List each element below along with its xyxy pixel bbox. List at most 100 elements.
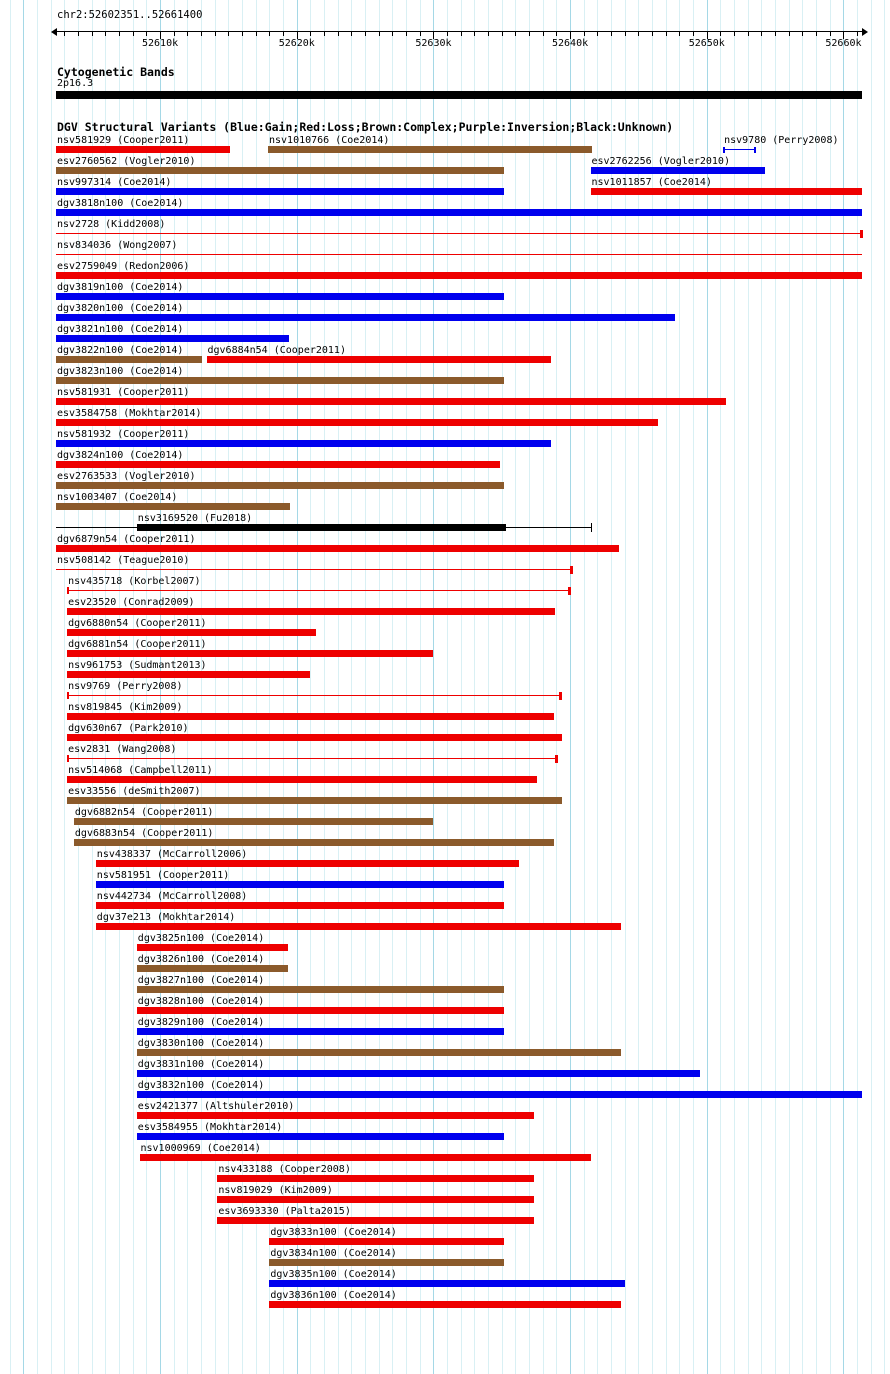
variant-label[interactable]: nsv1000969 (Coe2014) (140, 1143, 261, 1154)
variant-label[interactable]: dgv6882n54 (Cooper2011) (74, 807, 214, 818)
variant-bar[interactable] (56, 503, 290, 510)
variant-label[interactable]: dgv6881n54 (Cooper2011) (68, 639, 207, 650)
variant-bar[interactable] (56, 398, 726, 405)
variant-bar[interactable] (56, 461, 501, 468)
variant-label[interactable]: dgv3829n100 (Coe2014) (137, 1017, 265, 1028)
variant-bar[interactable] (56, 419, 658, 426)
variant-label[interactable]: nsv1010766 (Coe2014) (269, 135, 390, 146)
variant-label[interactable]: dgv37e213 (Mokhtar2014) (96, 912, 236, 923)
variant-bar[interactable] (56, 209, 862, 216)
variant-label[interactable]: nsv581951 (Cooper2011) (96, 870, 230, 881)
variant-label[interactable]: dgv3831n100 (Coe2014) (137, 1059, 265, 1070)
variant-label[interactable]: esv2831 (Wang2008) (68, 744, 177, 755)
variant-label[interactable]: nsv2728 (Kidd2008) (57, 219, 166, 230)
variant-label[interactable]: dgv3827n100 (Coe2014) (137, 975, 265, 986)
variant-label[interactable]: nsv997314 (Coe2014) (57, 177, 172, 188)
variant-label[interactable]: dgv3820n100 (Coe2014) (57, 303, 184, 314)
variant-bar[interactable] (56, 293, 505, 300)
variant-bar[interactable] (217, 1196, 535, 1203)
variant-label[interactable]: nsv819845 (Kim2009) (68, 702, 183, 713)
variant-label[interactable]: nsv9769 (Perry2008) (68, 681, 183, 692)
variant-bar[interactable] (95, 902, 505, 909)
variant-label[interactable]: dgv3834n100 (Coe2014) (270, 1248, 397, 1259)
variant-bar[interactable] (56, 335, 289, 342)
variant-label[interactable]: nsv581929 (Cooper2011) (57, 135, 190, 146)
variant-label[interactable]: nsv1011857 (Coe2014) (591, 177, 712, 188)
variant-label[interactable]: nsv581931 (Cooper2011) (57, 387, 190, 398)
variant-bar[interactable] (56, 188, 505, 195)
variant-bar[interactable] (67, 734, 562, 741)
variant-label[interactable]: nsv433188 (Cooper2008) (218, 1164, 351, 1175)
variant-bar[interactable] (95, 923, 621, 930)
variant-label[interactable]: dgv6879n54 (Cooper2011) (57, 534, 196, 545)
variant-label[interactable]: dgv3828n100 (Coe2014) (137, 996, 265, 1007)
variant-bar[interactable] (73, 839, 554, 846)
variant-bar[interactable] (95, 860, 520, 867)
variant-bar[interactable] (136, 1133, 505, 1140)
variant-bar[interactable] (590, 188, 862, 195)
variant-line[interactable] (56, 254, 862, 255)
variant-label[interactable]: nsv438337 (McCarroll2006) (96, 849, 248, 860)
variant-label[interactable]: esv3693330 (Palta2015) (218, 1206, 351, 1217)
variant-label[interactable]: dgv3818n100 (Coe2014) (57, 198, 184, 209)
variant-label[interactable]: nsv9780 (Perry2008) (724, 135, 839, 146)
variant-bar[interactable] (136, 986, 505, 993)
variant-label[interactable]: esv23520 (Conrad2009) (68, 597, 195, 608)
variant-label[interactable]: dgv3819n100 (Coe2014) (57, 282, 184, 293)
variant-label[interactable]: esv3584955 (Mokhtar2014) (137, 1122, 283, 1133)
variant-bar[interactable] (67, 608, 555, 615)
variant-bar[interactable] (136, 1091, 862, 1098)
variant-bar[interactable] (56, 146, 230, 153)
variant-label[interactable]: dgv6883n54 (Cooper2011) (74, 828, 214, 839)
variant-line[interactable] (56, 233, 862, 234)
variant-label[interactable]: nsv1003407 (Coe2014) (57, 492, 178, 503)
variant-bar[interactable] (136, 1028, 505, 1035)
variant-bar[interactable] (136, 1112, 535, 1119)
variant-label[interactable]: nsv819029 (Kim2009) (218, 1185, 333, 1196)
variant-bar[interactable] (590, 167, 766, 174)
variant-label[interactable]: dgv3823n100 (Coe2014) (57, 366, 184, 377)
variant-label[interactable]: dgv3826n100 (Coe2014) (137, 954, 265, 965)
variant-label[interactable]: dgv630n67 (Park2010) (68, 723, 189, 734)
variant-bar[interactable] (73, 818, 434, 825)
variant-label[interactable]: nsv514068 (Campbell2011) (68, 765, 213, 776)
variant-line[interactable] (56, 569, 572, 570)
variant-label[interactable]: nsv834036 (Wong2007) (57, 240, 178, 251)
variant-line[interactable] (723, 149, 755, 150)
variant-bar[interactable] (269, 1259, 505, 1266)
variant-label[interactable]: dgv3835n100 (Coe2014) (270, 1269, 397, 1280)
variant-bar[interactable] (56, 272, 862, 279)
variant-label[interactable]: esv2762256 (Vogler2010) (591, 156, 730, 167)
variant-bar[interactable] (56, 482, 505, 489)
variant-bar[interactable] (56, 314, 676, 321)
variant-bar[interactable] (139, 1154, 591, 1161)
variant-label[interactable]: nsv508142 (Teague2010) (57, 555, 190, 566)
variant-line[interactable] (67, 758, 557, 759)
variant-label[interactable]: nsv961753 (Sudmant2013) (68, 660, 207, 671)
variant-label[interactable]: dgv3824n100 (Coe2014) (57, 450, 184, 461)
variant-bar[interactable] (136, 1049, 621, 1056)
variant-bar[interactable] (136, 965, 289, 972)
variant-bar[interactable] (56, 167, 505, 174)
variant-bar[interactable] (136, 1007, 505, 1014)
variant-bar[interactable] (56, 440, 551, 447)
variant-line[interactable] (67, 590, 569, 591)
variant-label[interactable]: dgv3822n100 (Coe2014) (57, 345, 184, 356)
variant-label[interactable]: esv2421377 (Altshuler2010) (137, 1101, 295, 1112)
variant-label[interactable]: esv3584758 (Mokhtar2014) (57, 408, 202, 419)
variant-label[interactable]: dgv3821n100 (Coe2014) (57, 324, 184, 335)
variant-label[interactable]: esv33556 (deSmith2007) (68, 786, 201, 797)
variant-bar[interactable] (67, 776, 538, 783)
variant-label[interactable]: esv2763533 (Vogler2010) (57, 471, 196, 482)
variant-label[interactable]: dgv3832n100 (Coe2014) (137, 1080, 265, 1091)
variant-bar[interactable] (56, 545, 620, 552)
variant-bar[interactable] (136, 524, 506, 531)
variant-bar[interactable] (206, 356, 551, 363)
variant-label[interactable]: dgv3833n100 (Coe2014) (270, 1227, 397, 1238)
variant-bar[interactable] (269, 1238, 505, 1245)
variant-bar[interactable] (67, 671, 311, 678)
variant-bar[interactable] (217, 1217, 535, 1224)
variant-bar[interactable] (269, 1301, 621, 1308)
variant-bar[interactable] (136, 944, 289, 951)
variant-bar[interactable] (67, 629, 316, 636)
